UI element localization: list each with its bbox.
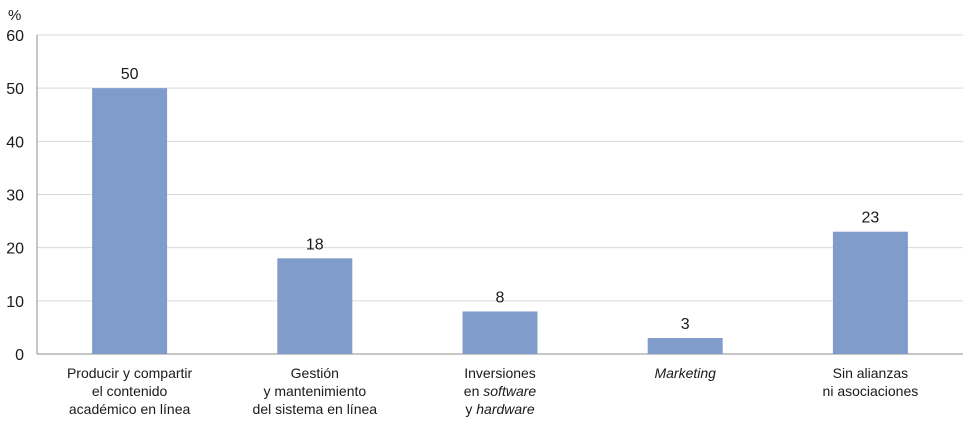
x-category-label: Marketing (654, 365, 716, 381)
x-category-label: Sin alianzas ni asociaciones (823, 365, 919, 399)
data-label: 50 (121, 66, 139, 83)
y-tick-label: 30 (6, 188, 24, 205)
y-axis-unit-label: % (8, 7, 21, 24)
gridlines (37, 34, 963, 302)
bar (647, 338, 723, 354)
bar (832, 231, 908, 354)
x-category-label: Gestión y mantenimiento del sistema en lín… (253, 365, 378, 417)
bar (92, 88, 168, 355)
data-label: 18 (306, 236, 324, 253)
x-category-label: Inversiones en software y hardware (464, 365, 537, 417)
y-tick-label: 60 (6, 28, 24, 45)
bars (92, 88, 908, 355)
y-tick-label: 0 (15, 347, 24, 364)
data-label: 8 (496, 289, 505, 306)
bar (462, 311, 538, 354)
bar (277, 258, 353, 354)
y-tick-label: 10 (6, 294, 24, 311)
data-label: 23 (862, 210, 880, 227)
y-tick-label: 50 (6, 81, 24, 98)
data-label: 3 (681, 316, 690, 333)
y-tick-label: 20 (6, 241, 24, 258)
labels: 0 10 20 30 40 50 60 50 Producir y compartir el co… (6, 28, 918, 417)
x-category-label: Producir y compartir el contenido académic… (67, 365, 193, 417)
y-tick-label: 40 (6, 134, 24, 151)
